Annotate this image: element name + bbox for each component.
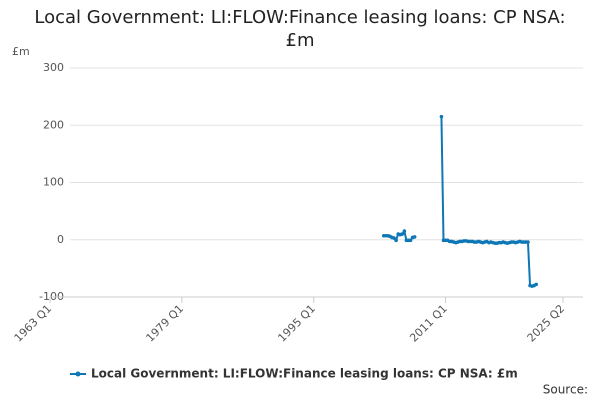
legend-label: Local Government: LI:FLOW:Finance leasin… (91, 367, 518, 381)
data-point (408, 238, 413, 243)
legend-marker (75, 371, 81, 377)
y-tick-label: 200 (43, 118, 64, 131)
data-point (534, 282, 539, 287)
data-point (394, 238, 398, 243)
data-line (383, 116, 537, 288)
data-point (392, 236, 396, 240)
y-tick-label: 100 (43, 176, 64, 189)
data-point (400, 232, 405, 236)
x-tick-label: 1979 Q1 (144, 302, 187, 345)
source: Source: (543, 383, 588, 397)
x-tick-label: 2025 Q2 (525, 302, 568, 345)
data-point (402, 229, 407, 233)
x-tick-label: 1963 Q1 (12, 302, 55, 345)
x-tick-label: 2011 Q1 (407, 302, 450, 345)
chart-title: Local Government: LI:FLOW:Finance leasin… (34, 7, 566, 51)
y-tick-label: 0 (57, 233, 64, 246)
data-point (526, 240, 530, 244)
data-point (412, 235, 417, 239)
x-tick-label: 1995 Q1 (275, 302, 318, 345)
legend-item: Local Government: LI:FLOW:Finance leasin… (70, 367, 518, 381)
y-tick-label: 300 (43, 61, 64, 74)
y-axis-label: £m (12, 45, 30, 58)
data-point (439, 114, 444, 119)
